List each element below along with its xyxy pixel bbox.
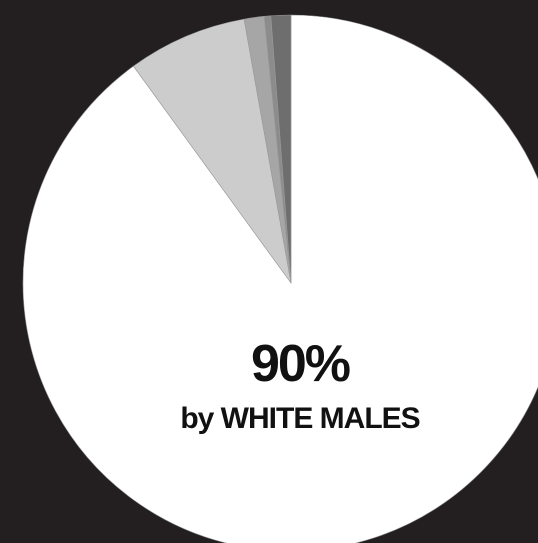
pie-slice-5 <box>270 14 292 284</box>
pie-slice-2 <box>133 18 292 284</box>
pie-value-label: 90% <box>251 335 350 393</box>
pie-caption-label: by WHITE MALES <box>180 402 419 435</box>
pie-slices <box>22 14 538 543</box>
pie-slice-1 <box>22 14 538 543</box>
